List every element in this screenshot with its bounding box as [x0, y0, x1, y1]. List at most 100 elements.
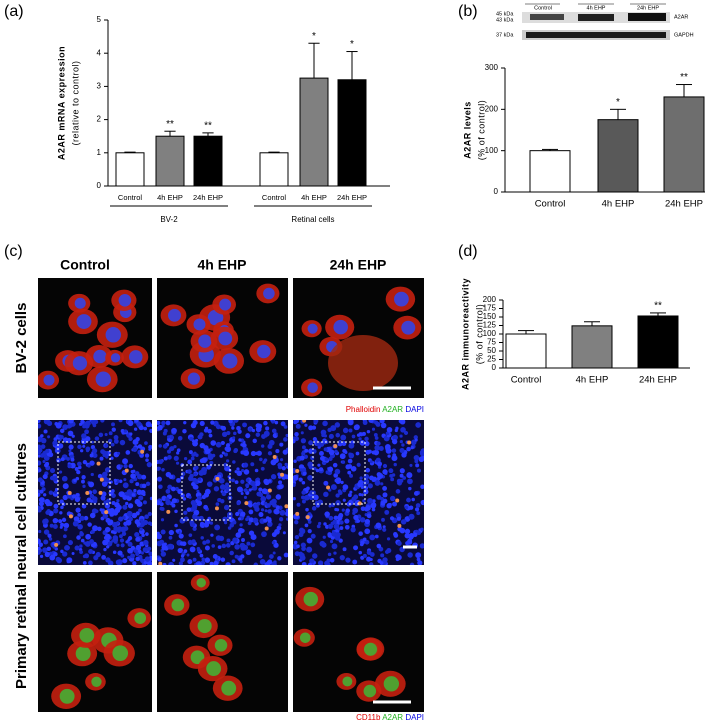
- nucleus: [92, 496, 98, 502]
- row-label: BV-2 cells: [13, 303, 30, 374]
- nucleus: [245, 549, 252, 556]
- cell: [264, 526, 269, 531]
- nucleus: [149, 428, 152, 434]
- nucleus: [322, 420, 328, 427]
- nucleus: [263, 518, 268, 523]
- nucleus: [62, 437, 69, 443]
- nucleus: [415, 552, 422, 559]
- nucleus: [301, 490, 306, 495]
- nucleus: [271, 540, 276, 545]
- nucleus: [414, 438, 418, 442]
- cell-core: [190, 650, 205, 665]
- nucleus: [74, 545, 80, 551]
- nucleus: [187, 539, 193, 546]
- nucleus: [239, 542, 246, 549]
- nucleus: [358, 479, 364, 486]
- y-tick-label: 3: [97, 82, 102, 91]
- nucleus: [391, 455, 398, 462]
- nucleus: [342, 484, 349, 490]
- nucleus: [338, 538, 343, 543]
- nucleus: [90, 472, 94, 477]
- nucleus: [254, 468, 259, 473]
- nucleus: [129, 479, 134, 484]
- nucleus: [56, 457, 61, 463]
- nucleus: [144, 514, 149, 520]
- nucleus: [53, 503, 59, 509]
- cell: [267, 488, 272, 493]
- nucleus: [75, 493, 80, 497]
- nucleus: [140, 551, 144, 555]
- nucleus: [360, 485, 364, 489]
- nucleus: [189, 436, 194, 441]
- band: [530, 14, 564, 20]
- nucleus: [315, 468, 320, 473]
- y-tick-label: 200: [483, 295, 497, 304]
- nucleus: [345, 508, 350, 513]
- nucleus: [304, 423, 308, 427]
- nucleus: [182, 429, 187, 434]
- nucleus: [68, 423, 73, 428]
- nucleus: [402, 476, 407, 480]
- nucleus: [364, 441, 370, 447]
- nucleus: [66, 457, 70, 461]
- nucleus: [206, 481, 213, 487]
- nucleus: [62, 494, 68, 501]
- nucleus: [47, 533, 52, 538]
- column-header: 4h EHP: [197, 257, 246, 273]
- nucleus: [349, 490, 353, 494]
- nucleus: [88, 549, 94, 555]
- nucleus: [386, 503, 392, 509]
- nucleus: [367, 498, 373, 504]
- nucleus: [369, 460, 373, 464]
- nucleus: [167, 543, 174, 550]
- nucleus: [328, 449, 335, 456]
- nucleus: [307, 562, 313, 565]
- nucleus: [369, 562, 374, 565]
- nucleus: [97, 526, 102, 532]
- nucleus: [131, 512, 138, 519]
- bar: [637, 315, 679, 369]
- nucleus: [266, 503, 271, 508]
- nucleus: [49, 554, 56, 561]
- nucleus: [332, 519, 337, 525]
- nucleus: [157, 420, 161, 426]
- nucleus: [48, 537, 53, 541]
- x-tick-label: 4h EHP: [602, 199, 635, 210]
- nucleus: [313, 420, 319, 424]
- column-header: 24h EHP: [330, 257, 387, 273]
- x-tick-label: Control: [511, 375, 542, 386]
- y-tick-label: 50: [487, 346, 496, 355]
- cell-core: [105, 327, 122, 343]
- nucleus: [281, 465, 286, 471]
- nucleus: [122, 558, 128, 564]
- nucleus: [107, 520, 113, 526]
- x-tick-label: Control: [118, 193, 143, 202]
- nucleus: [406, 472, 413, 479]
- significance: *: [350, 39, 354, 50]
- nucleus: [130, 470, 134, 474]
- band-label: A2AR: [674, 14, 688, 20]
- nucleus: [245, 517, 249, 522]
- nucleus: [236, 486, 243, 493]
- nucleus: [126, 510, 133, 517]
- nucleus: [223, 462, 228, 468]
- nucleus: [221, 431, 228, 437]
- nucleus: [361, 431, 366, 436]
- nucleus: [178, 561, 184, 565]
- nucleus: [312, 553, 318, 559]
- nucleus: [125, 501, 129, 506]
- nucleus: [171, 503, 176, 508]
- nucleus: [77, 524, 83, 530]
- nucleus: [267, 521, 273, 527]
- nucleus: [293, 420, 300, 424]
- nucleus: [273, 433, 277, 437]
- nucleus: [322, 535, 326, 539]
- nucleus: [186, 553, 190, 557]
- nucleus: [38, 468, 42, 473]
- nucleus: [38, 501, 44, 507]
- nucleus: [157, 533, 162, 540]
- nucleus: [298, 532, 304, 538]
- nucleus: [168, 535, 173, 540]
- cell-core: [129, 350, 143, 364]
- cell-core: [342, 676, 353, 687]
